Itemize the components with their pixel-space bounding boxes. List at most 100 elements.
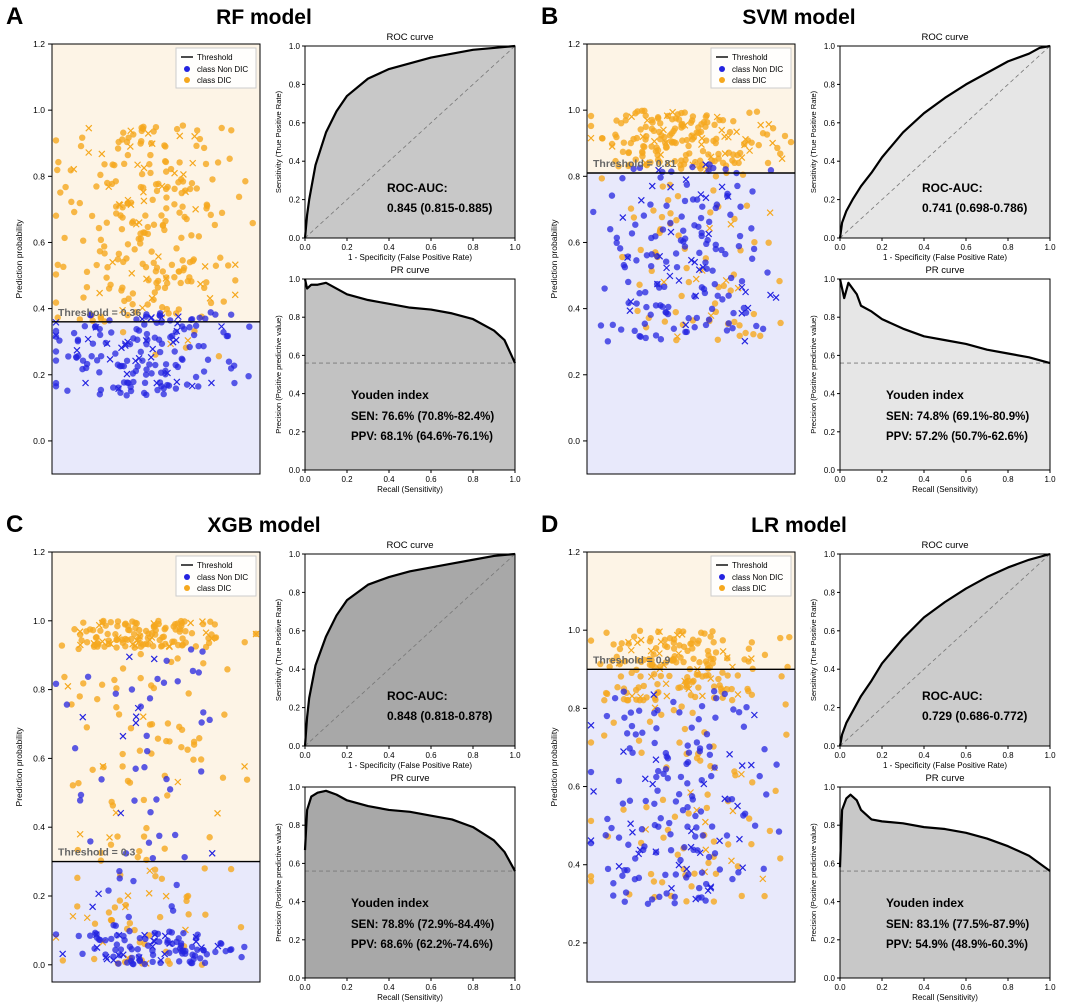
point-non-dic — [123, 357, 131, 364]
point-non-dic — [146, 695, 154, 702]
point-non-dic — [181, 853, 188, 861]
point-non-dic — [127, 383, 134, 391]
point-non-dic — [122, 850, 130, 857]
x-tick-label: 1.0 — [509, 243, 521, 252]
x-tick-label: 0.6 — [425, 751, 437, 760]
point-dic — [205, 634, 212, 642]
point-non-dic-x — [653, 280, 661, 288]
point-dic — [136, 847, 143, 855]
point-non-dic — [721, 690, 728, 698]
region-below-threshold — [52, 321, 260, 474]
point-non-dic-x — [702, 161, 710, 168]
pr-plot: 0.00.0 0.2 0.2 0.4 0.4 0.6 0.6 0.8 0.8 1.0 1.0 PR c… — [274, 773, 521, 1002]
point-dic — [215, 353, 223, 360]
point-dic-x — [742, 135, 749, 143]
point-non-dic — [77, 791, 85, 799]
y-tick-label: 0.4 — [824, 390, 836, 399]
point-non-dic-x — [84, 335, 92, 343]
point-dic — [193, 185, 200, 192]
y-tick-label: 1.0 — [289, 275, 301, 284]
roc-auc-value: 0.848 (0.818-0.878) — [387, 709, 492, 723]
point-non-dic — [682, 328, 689, 336]
legend-dic: class DIC — [197, 584, 231, 593]
point-non-dic — [171, 348, 178, 355]
x-tick-label: 0.4 — [383, 983, 395, 992]
point-non-dic — [192, 322, 200, 329]
legend-threshold: Threshold — [732, 53, 768, 62]
point-non-dic — [666, 819, 673, 827]
y-tick-label: 0.4 — [824, 898, 836, 907]
point-dic — [730, 117, 737, 125]
point-dic — [713, 135, 720, 143]
scatter-plot: Threshold = 0.9 0.2 0.4 0.6 0.8 1.0 1.2 Predict… — [549, 547, 796, 983]
point-dic — [74, 846, 82, 854]
point-dic — [587, 112, 595, 120]
point-non-dic-x — [738, 762, 746, 769]
youden-ppv: PPV: 57.2% (50.7%-62.6%) — [886, 431, 1028, 443]
point-dic — [163, 205, 170, 212]
point-dic — [113, 704, 120, 711]
point-non-dic — [672, 250, 680, 257]
point-dic — [778, 673, 785, 680]
point-dic — [52, 299, 60, 306]
roc-title: ROC curve — [387, 540, 434, 551]
point-non-dic — [689, 163, 696, 171]
point-non-dic — [172, 385, 180, 392]
x-tick-label: 0.6 — [425, 475, 437, 484]
x-tick-label: 0.0 — [834, 475, 846, 484]
point-non-dic — [724, 192, 731, 200]
point-dic — [162, 217, 169, 225]
point-dic — [646, 718, 654, 725]
point-non-dic — [736, 232, 744, 240]
point-non-dic — [93, 930, 100, 938]
point-non-dic — [730, 309, 737, 317]
point-non-dic — [647, 201, 654, 208]
y-tick-label: 0.8 — [824, 80, 836, 89]
point-dic-x — [734, 691, 742, 698]
point-non-dic — [160, 679, 168, 686]
point-dic — [124, 241, 132, 248]
point-dic-x — [663, 112, 671, 120]
y-tick-label: 0.6 — [289, 119, 301, 128]
point-dic — [691, 693, 699, 701]
point-non-dic — [154, 675, 161, 683]
point-non-dic — [186, 343, 193, 351]
panel-c: C XGB model Threshold = 0.3 0.0 0.2 0.4 0.6 0.8… — [6, 511, 521, 1002]
point-non-dic-x — [772, 294, 780, 301]
pr-y-label: Precision (Positive predictive value) — [274, 823, 283, 942]
point-dic — [765, 239, 772, 246]
point-dic — [207, 618, 214, 625]
point-non-dic — [117, 389, 124, 396]
point-dic — [675, 232, 682, 239]
point-non-dic-x — [135, 954, 143, 961]
scatter-points — [52, 617, 260, 968]
point-dic — [652, 696, 659, 704]
point-dic — [632, 686, 640, 694]
point-non-dic-x — [641, 775, 649, 783]
point-dic — [613, 133, 620, 141]
point-non-dic-x — [668, 884, 675, 892]
point-dic — [120, 258, 127, 266]
point-non-dic — [727, 274, 735, 282]
point-non-dic — [619, 800, 627, 807]
scatter-points — [587, 627, 793, 907]
point-dic — [620, 806, 627, 813]
point-non-dic — [725, 292, 732, 299]
point-dic — [622, 112, 630, 119]
y-tick-label: 0.4 — [33, 822, 45, 832]
pr-x-label: Recall (Sensitivity) — [912, 485, 978, 494]
y-tick-label: 1.0 — [289, 42, 301, 51]
point-dic — [677, 161, 684, 169]
y-tick-label: 0.8 — [289, 588, 301, 597]
point-non-dic-x — [626, 307, 634, 315]
point-dic — [54, 261, 61, 269]
legend-non-dic-swatch — [719, 574, 725, 580]
point-dic — [750, 330, 757, 338]
point-non-dic — [730, 706, 737, 713]
point-non-dic — [719, 296, 726, 303]
point-non-dic — [136, 934, 144, 942]
point-non-dic — [116, 867, 123, 875]
point-dic — [715, 150, 722, 158]
point-dic — [642, 123, 649, 131]
point-dic — [703, 112, 710, 119]
